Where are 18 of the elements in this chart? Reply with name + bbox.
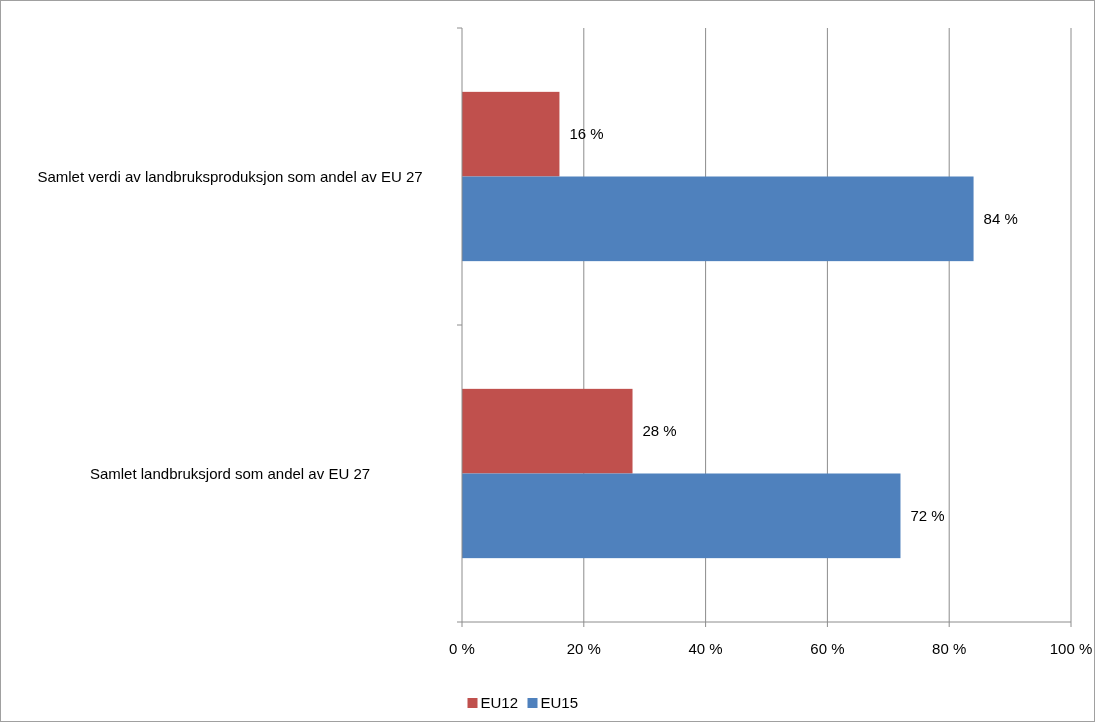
y-tick-label: Samlet verdi av landbruksproduksjon som andel av EU 27 — [37, 167, 423, 185]
bar — [462, 176, 974, 262]
legend-label: EU12 — [480, 694, 519, 712]
y-tick-label: Samlet landbruksjord som andel av EU 27 — [89, 464, 371, 482]
x-tick-label: 100 % — [1049, 640, 1093, 657]
bar — [462, 388, 633, 474]
x-tick-label: 20 % — [566, 640, 601, 657]
bar — [462, 91, 560, 177]
data-label: 16 % — [569, 125, 604, 143]
data-label: 72 % — [910, 507, 945, 525]
x-tick-label: 60 % — [810, 640, 845, 657]
bar — [462, 473, 901, 559]
x-tick-label: 0 % — [449, 640, 475, 657]
x-tick-label: 40 % — [688, 640, 723, 657]
data-label: 84 % — [983, 210, 1018, 228]
x-tick-label: 80 % — [932, 640, 967, 657]
legend-label: EU15 — [540, 694, 579, 712]
data-label: 28 % — [642, 422, 677, 440]
